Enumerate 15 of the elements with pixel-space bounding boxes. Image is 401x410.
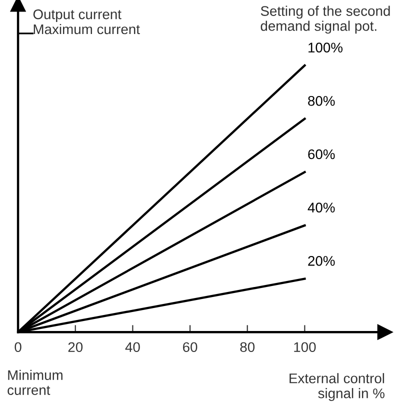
x-tick-label: 0 xyxy=(14,342,22,352)
x-tick-label: 20 xyxy=(68,342,83,352)
series-label: 60% xyxy=(308,149,335,160)
y-axis-title: Output current Maximum current xyxy=(33,9,140,34)
text: Minimum current xyxy=(8,370,62,395)
x-axis-title: External control signal in % xyxy=(290,373,384,402)
legend-title: Setting of the second demand signal pot. xyxy=(260,6,390,34)
x-tick-label: 40 xyxy=(125,342,140,352)
series-label: 20% xyxy=(308,256,335,266)
series-label: 100% xyxy=(308,42,343,52)
x-tick-label: 100 xyxy=(294,342,316,352)
x-tick-label: 60 xyxy=(183,342,198,352)
series-label: 40% xyxy=(308,202,335,212)
series-label: 80% xyxy=(308,96,335,106)
x-tick-label: 80 xyxy=(240,342,255,352)
